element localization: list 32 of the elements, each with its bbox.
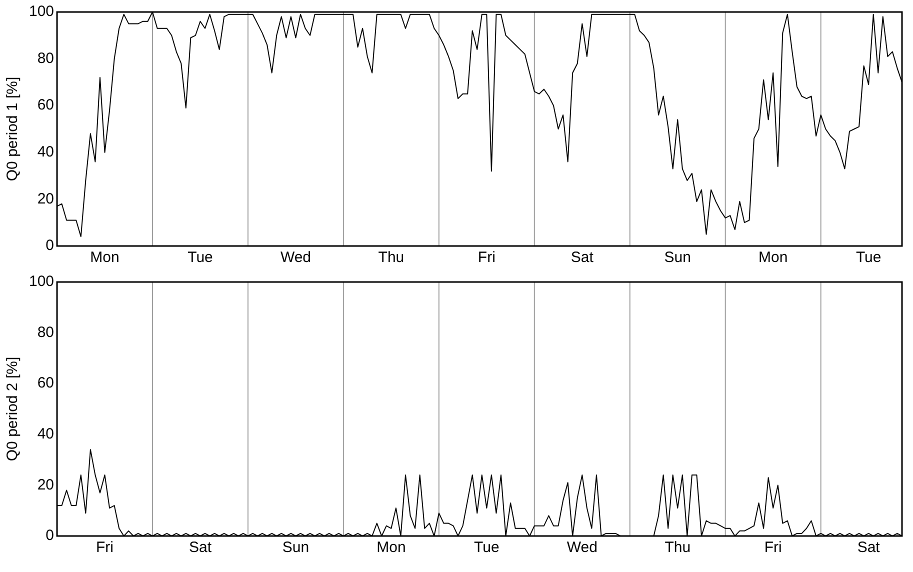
x-tick-label: Mon — [758, 249, 788, 266]
x-tick-label: Sat — [857, 539, 881, 556]
y-axis-title: Q0 period 2 [%] — [4, 356, 22, 462]
x-tick-label: Sun — [664, 249, 691, 266]
y-tick-label: 20 — [37, 476, 54, 494]
x-tick-label: Sun — [282, 539, 310, 556]
y-tick-label: 20 — [37, 190, 54, 208]
y-tick-label: 100 — [28, 3, 54, 20]
x-tick-label: Fri — [96, 539, 114, 556]
x-tick-label: Thu — [378, 249, 404, 266]
y-tick-label: 40 — [37, 426, 54, 443]
x-tick-label: Wed — [566, 539, 598, 556]
y-tick-label: 60 — [37, 96, 54, 114]
x-tick-label: Tue — [188, 249, 213, 266]
y-axis-title: Q0 period 1 [%] — [4, 76, 22, 182]
x-tick-label: Thu — [664, 539, 691, 556]
y-tick-label: 0 — [46, 527, 54, 544]
x-tick-label: Tue — [474, 539, 500, 556]
x-tick-label: Sat — [188, 539, 212, 556]
y-tick-label: 60 — [37, 374, 54, 392]
y-tick-label: 100 — [28, 273, 54, 290]
x-tick-label: Tue — [856, 249, 882, 266]
x-tick-label: Wed — [280, 249, 312, 266]
y-tick-label: 80 — [37, 324, 54, 341]
x-tick-label: Mon — [376, 539, 406, 556]
y-tick-label: 0 — [46, 237, 54, 254]
x-tick-label: Fri — [764, 539, 782, 556]
x-tick-label: Mon — [90, 249, 120, 266]
x-tick-label: Fri — [478, 249, 496, 266]
y-tick-label: 40 — [37, 144, 54, 161]
x-tick-label: Sat — [570, 249, 594, 266]
y-tick-label: 80 — [37, 50, 54, 67]
